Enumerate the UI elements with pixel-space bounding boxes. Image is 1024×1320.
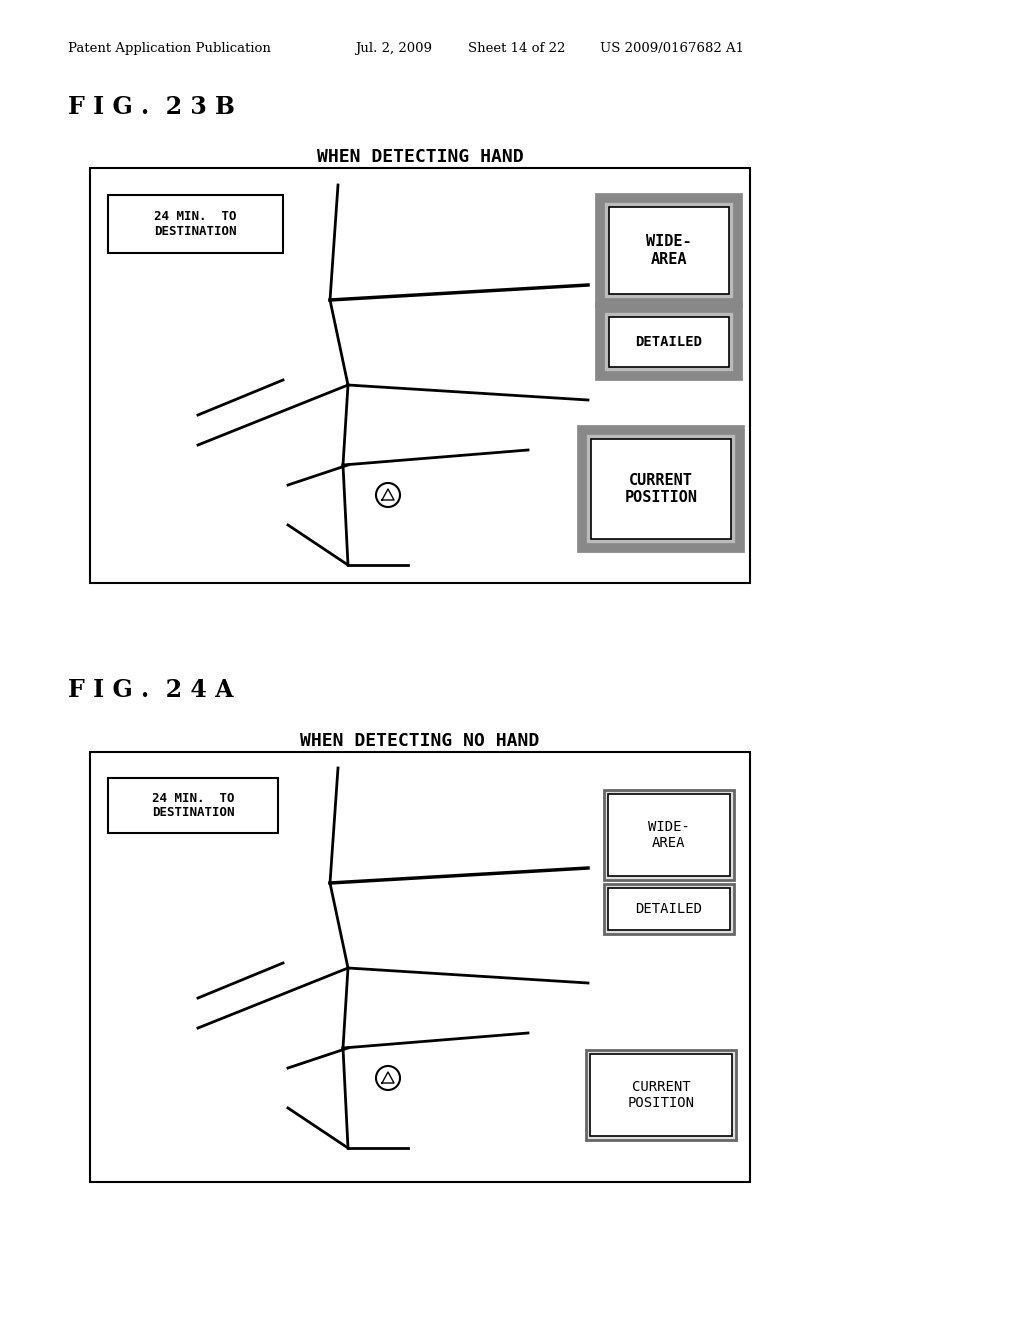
Text: DETAILED: DETAILED <box>636 902 702 916</box>
Text: WHEN DETECTING HAND: WHEN DETECTING HAND <box>316 148 523 166</box>
Text: Sheet 14 of 22: Sheet 14 of 22 <box>468 42 565 55</box>
Bar <box>609 317 729 367</box>
Text: WIDE-
AREA: WIDE- AREA <box>648 820 690 850</box>
Circle shape <box>376 483 400 507</box>
Bar <box>108 777 278 833</box>
Bar <box>108 195 283 253</box>
Text: WHEN DETECTING NO HAND: WHEN DETECTING NO HAND <box>300 733 540 750</box>
Bar <box>590 1053 732 1137</box>
Bar <box>582 430 740 548</box>
Text: F I G .  2 3 B: F I G . 2 3 B <box>68 95 234 119</box>
Circle shape <box>376 1067 400 1090</box>
Bar <box>586 1049 736 1140</box>
Text: F I G .  2 4 A: F I G . 2 4 A <box>68 678 233 702</box>
Text: WIDE-
AREA: WIDE- AREA <box>646 235 692 267</box>
Bar <box>600 308 738 376</box>
Bar <box>90 168 750 583</box>
Bar <box>609 207 729 294</box>
Text: 24 MIN.  TO
DESTINATION: 24 MIN. TO DESTINATION <box>152 792 234 820</box>
Bar <box>591 440 731 539</box>
Bar <box>604 884 734 935</box>
Bar <box>604 789 734 880</box>
Text: DETAILED: DETAILED <box>636 335 702 348</box>
Text: CURRENT
POSITION: CURRENT POSITION <box>625 473 697 506</box>
Bar <box>90 752 750 1181</box>
Bar <box>608 795 730 876</box>
Text: 24 MIN.  TO
DESTINATION: 24 MIN. TO DESTINATION <box>155 210 237 238</box>
Text: Patent Application Publication: Patent Application Publication <box>68 42 271 55</box>
Text: CURRENT
POSITION: CURRENT POSITION <box>628 1080 694 1110</box>
Text: US 2009/0167682 A1: US 2009/0167682 A1 <box>600 42 744 55</box>
Text: Jul. 2, 2009: Jul. 2, 2009 <box>355 42 432 55</box>
Bar <box>600 198 738 304</box>
Bar <box>608 888 730 931</box>
